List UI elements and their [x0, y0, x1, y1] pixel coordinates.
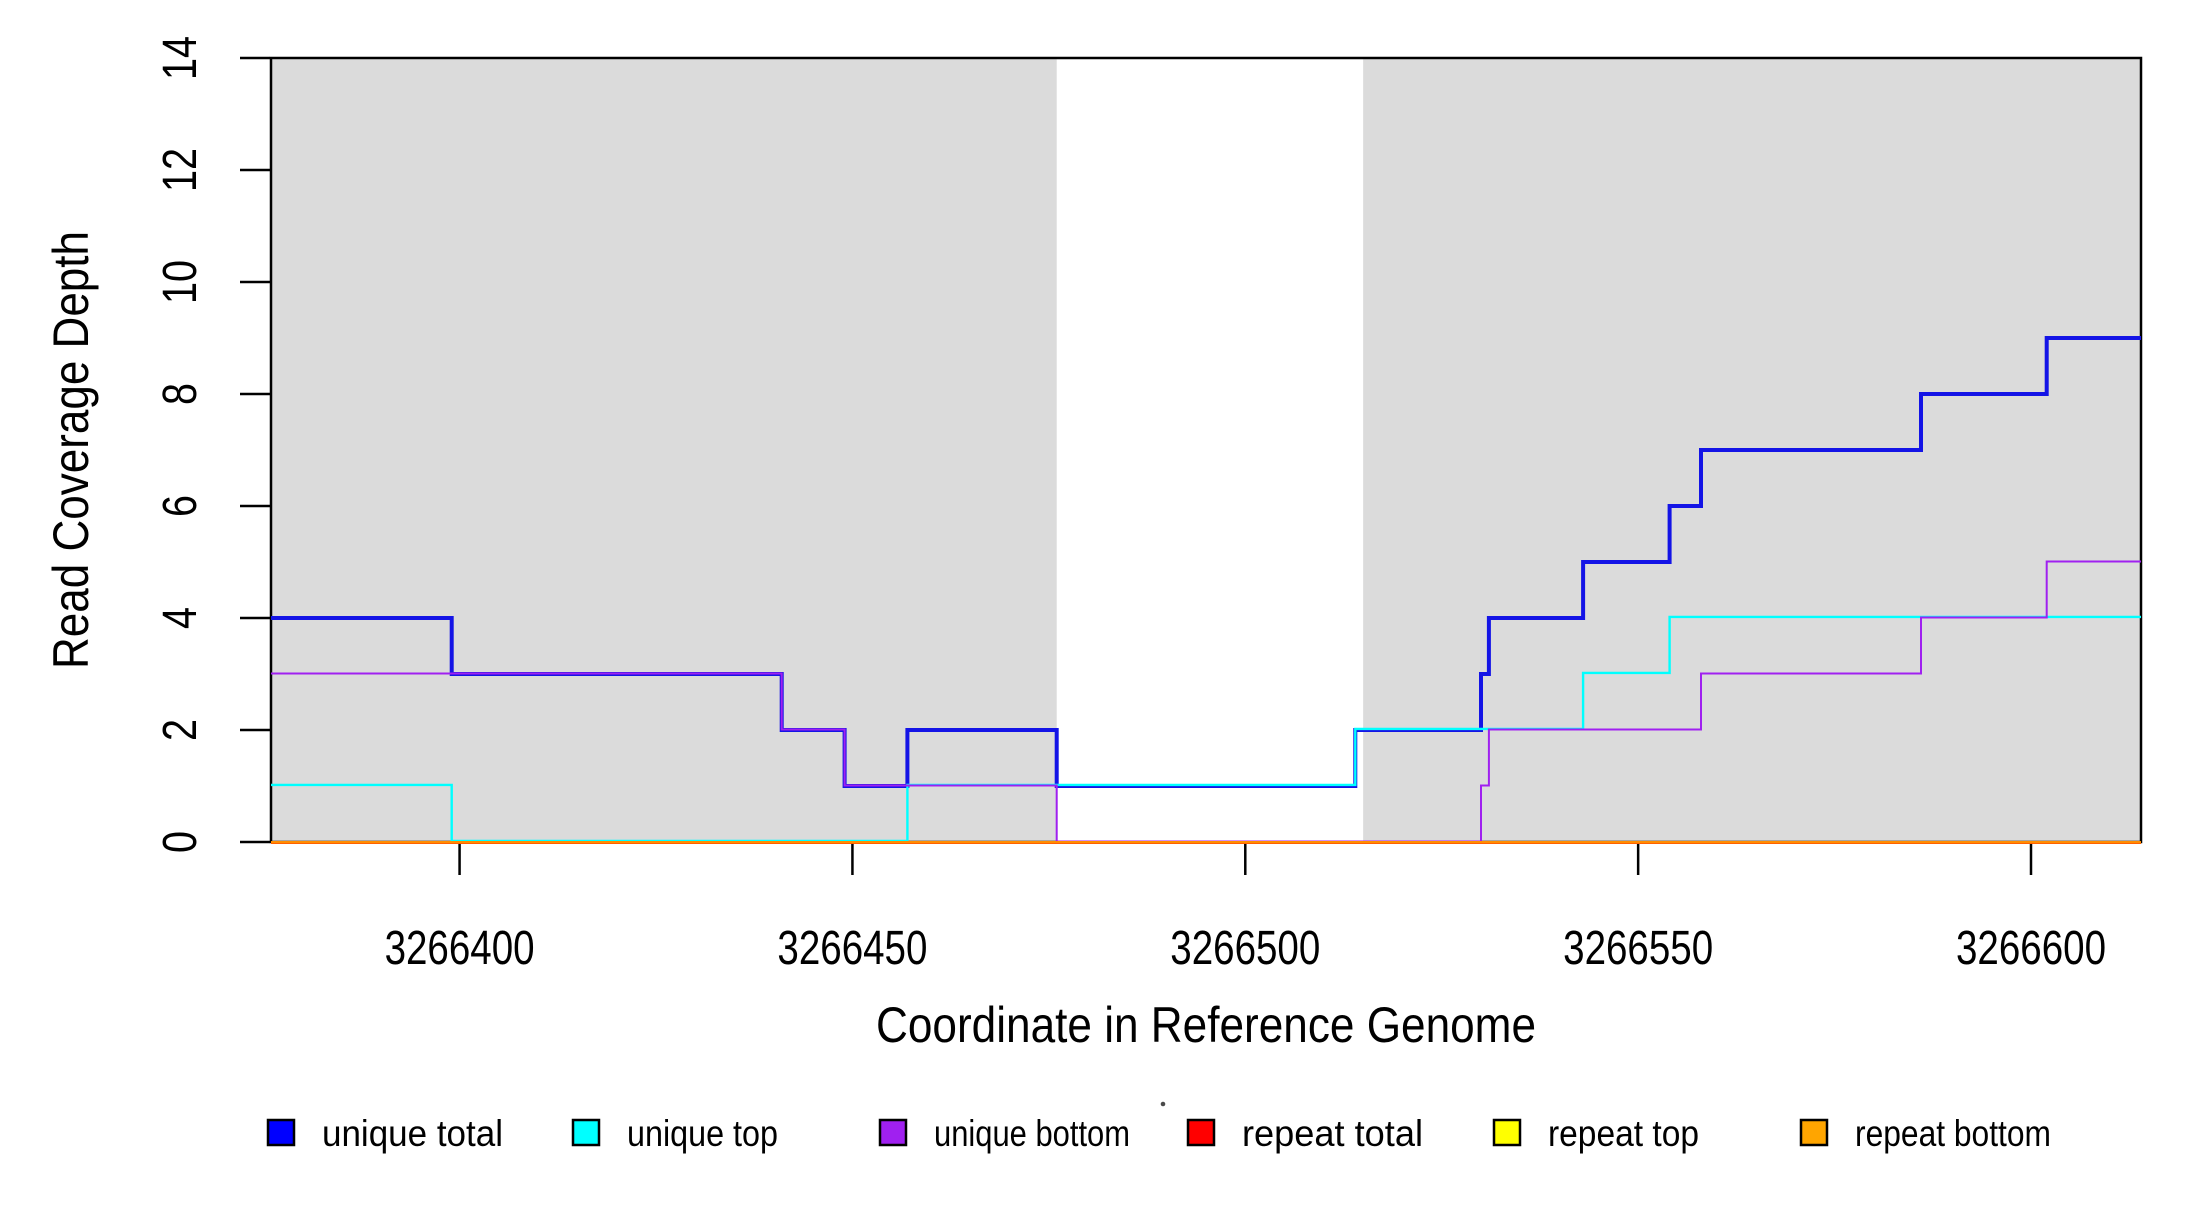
y-tick-label: 10	[154, 260, 207, 304]
y-tick-label: 4	[154, 607, 207, 629]
y-tick-label: 8	[154, 383, 207, 405]
y-tick-label: 2	[154, 719, 207, 741]
series-line-unique-bottom	[271, 560, 2141, 843]
legend-swatch-repeat-total	[1186, 1118, 1216, 1147]
x-tick-label: 3266500	[1170, 922, 1320, 975]
y-tick-label: 6	[154, 495, 207, 517]
x-tick-label: 3266450	[777, 922, 927, 975]
legend-label-repeat-top: repeat top	[1548, 1113, 1699, 1154]
legend-swatch-unique-total	[266, 1118, 296, 1147]
legend-swatch-unique-bottom	[878, 1118, 908, 1147]
y-tick-label: 12	[154, 148, 207, 192]
legend-label-unique-total: unique total	[322, 1113, 503, 1154]
x-tick-label: 3266550	[1563, 922, 1713, 975]
y-tick-label: 0	[154, 831, 207, 853]
y-axis-title: Read Coverage Depth	[43, 231, 99, 669]
stray-dot-artifact	[1160, 1101, 1166, 1107]
legend-label-unique-bottom: unique bottom	[934, 1113, 1130, 1154]
x-tick-label: 3266400	[385, 922, 535, 975]
legend-label-unique-top: unique top	[627, 1113, 778, 1154]
legend-swatch-repeat-top	[1492, 1118, 1522, 1147]
legend-label-repeat-bottom: repeat bottom	[1855, 1113, 2051, 1154]
legend-swatch-unique-top	[571, 1118, 601, 1147]
x-axis-title: Coordinate in Reference Genome	[876, 997, 1536, 1053]
legend-swatch-repeat-bottom	[1799, 1118, 1829, 1147]
y-tick-label: 14	[154, 36, 207, 80]
x-tick-label: 3266600	[1956, 922, 2106, 975]
series-line-unique-top	[271, 615, 2141, 843]
legend-label-repeat-total: repeat total	[1242, 1113, 1423, 1154]
shaded-region-left	[271, 59, 1057, 841]
